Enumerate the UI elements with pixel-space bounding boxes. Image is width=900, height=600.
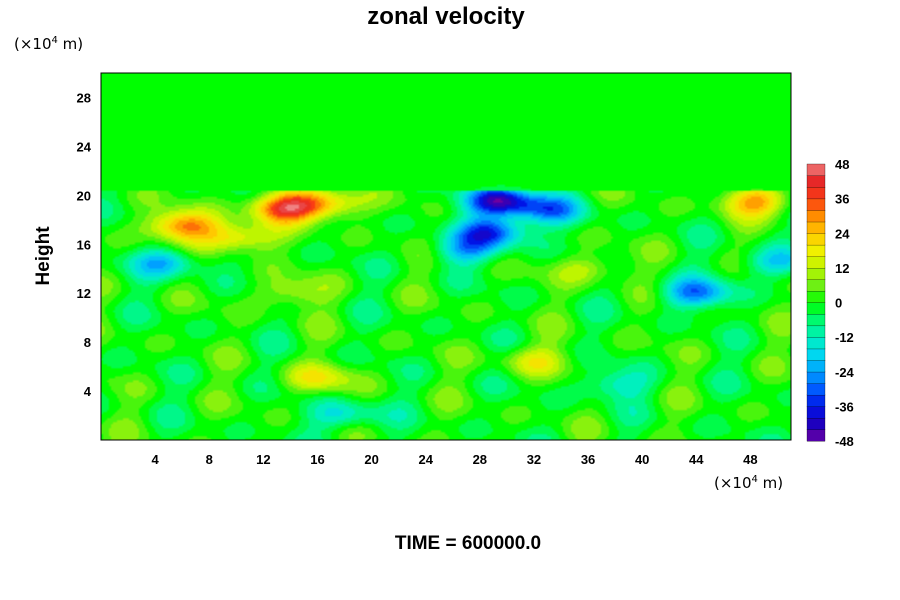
y-tick-label: 4 — [84, 384, 92, 399]
colorbar-tick-label: 24 — [835, 226, 850, 241]
x-tick-label: 28 — [473, 452, 487, 467]
x-tick-label: 36 — [581, 452, 595, 467]
colorbar-tick-label: -24 — [835, 365, 855, 380]
x-tick-label: 48 — [743, 452, 757, 467]
plot-frame — [100, 72, 792, 441]
colorbar-tick-label: -48 — [835, 434, 854, 449]
colorbar-band — [806, 221, 826, 234]
colorbar-band — [806, 198, 826, 211]
colorbar-band — [806, 267, 826, 280]
colorbar-band — [806, 394, 826, 407]
x-tick-label: 12 — [256, 452, 270, 467]
y-tick-label: 16 — [77, 237, 91, 252]
colorbar-band — [806, 186, 826, 200]
colorbar-band — [806, 244, 826, 257]
y-axis-label: Height — [33, 226, 54, 286]
y-tick-label: 20 — [77, 188, 91, 203]
x-tick-label: 32 — [527, 452, 541, 467]
plot-area — [100, 72, 792, 441]
colorbar-band — [806, 429, 826, 442]
colorbar-band — [806, 163, 826, 176]
colorbar-band — [806, 348, 826, 361]
x-tick-label: 40 — [635, 452, 649, 467]
colorbar-band — [806, 325, 826, 338]
x-tick-label: 8 — [206, 452, 213, 467]
colorbar-band — [806, 336, 826, 350]
y-tick-label: 28 — [77, 90, 91, 105]
y-axis-ticks: 4 8 12 16 20 24 28 — [77, 90, 92, 399]
y-tick-label: 12 — [77, 286, 91, 301]
colorbar-tick-label: 48 — [835, 157, 849, 172]
colorbar-band — [806, 406, 826, 419]
y-tick-label: 8 — [84, 335, 91, 350]
x-tick-label: 20 — [364, 452, 378, 467]
colorbar-band — [806, 210, 826, 223]
time-label: TIME = 600000.0 — [395, 533, 541, 554]
colorbar-tick-label: 12 — [835, 261, 849, 276]
colorbar: 48 36 24 12 0 -12 -24 -36 -48 — [806, 157, 855, 449]
chart-title: zonal velocity — [367, 3, 525, 30]
colorbar-band — [806, 233, 826, 246]
colorbar-tick-label: 0 — [835, 296, 842, 311]
x-axis-ticks: 4 8 12 16 20 24 28 32 36 40 44 48 — [152, 452, 758, 467]
colorbar-band — [806, 175, 826, 188]
x-tick-label: 44 — [689, 452, 704, 467]
colorbar-band — [806, 371, 826, 384]
x-tick-label: 24 — [418, 452, 433, 467]
x-tick-label: 4 — [152, 452, 160, 467]
colorbar-band — [806, 360, 826, 373]
velocity-field — [101, 73, 791, 440]
colorbar-band — [806, 290, 826, 303]
colorbar-band — [806, 383, 826, 396]
colorbar-band — [806, 256, 826, 269]
colorbar-band — [806, 417, 826, 430]
colorbar-band — [806, 302, 826, 315]
colorbar-band — [806, 279, 826, 292]
colorbar-band — [806, 313, 826, 327]
y-unit-label: (×104 m) — [14, 35, 83, 53]
colorbar-tick-label: -36 — [835, 399, 854, 414]
colorbar-tick-label: 36 — [835, 192, 849, 207]
colorbar-tick-label: -12 — [835, 330, 854, 345]
y-tick-label: 24 — [77, 139, 92, 154]
x-tick-label: 16 — [310, 452, 324, 467]
x-unit-label: (×104 m) — [714, 474, 783, 492]
